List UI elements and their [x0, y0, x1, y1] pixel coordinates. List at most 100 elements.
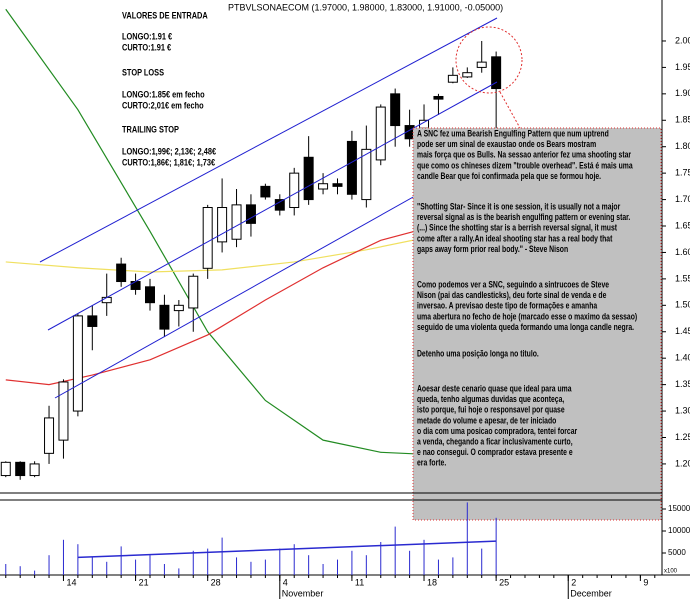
y-tick-label: 1.50: [675, 300, 690, 310]
volume-unit: x100: [664, 569, 678, 575]
candle-body: [318, 183, 329, 190]
comment-line: pode ser um sinal de exaustao onde os Be…: [417, 139, 596, 149]
x-tick-label: 18: [427, 577, 437, 587]
candle-body: [433, 95, 444, 100]
candle-body: [173, 304, 184, 312]
candle-body: [390, 93, 401, 127]
note-line: LONGO:1,99€; 2,13€; 2,48€: [122, 146, 216, 157]
y-tick-label: 1.75: [675, 168, 690, 178]
note-line: VALORES DE ENTRADA: [122, 10, 208, 21]
note-line: STOP LOSS: [122, 67, 164, 78]
comment-line: inversao. A previsao deste tipo de forma…: [417, 301, 598, 311]
comment-line: Nison (pai das candlesticks), deu forte …: [417, 290, 607, 300]
comment-line: A SNC fez uma Bearish Engulfing Pattern …: [417, 128, 609, 138]
comment-line: gaps away form prior real body." - Steve…: [417, 244, 568, 254]
y-tick-label: 1.90: [675, 88, 690, 98]
note-line: CURTO:2,01€ em fecho: [122, 100, 204, 111]
comment-text: A SNC fez uma Bearish Engulfing Pattern …: [417, 128, 637, 468]
connector: [499, 91, 521, 129]
comment-line: Aoesar deste cenario quase que ideal par…: [417, 383, 572, 393]
candle-body: [202, 207, 213, 269]
comment-line: metade do volume e apesar, de ter inicia…: [417, 415, 556, 425]
note-line: CURTO:1,86€; 1,81€; 1,73€: [122, 157, 215, 168]
moving-average: [5, 209, 497, 386]
comment-line: isto porque, fui hoje o responsavel por …: [417, 405, 565, 415]
candle-body: [231, 204, 242, 240]
candle-body: [447, 74, 458, 83]
comment-line: come after a rally.An ideal shooting sta…: [417, 233, 613, 243]
comment-line: uma abertura no fecho de hoje (marcado e…: [417, 311, 637, 321]
comment-line: "Shotting Star- Since it is one session,…: [417, 201, 621, 211]
candle-body: [332, 183, 343, 187]
x-tick-label: 2: [571, 577, 576, 587]
y-tick-label: 2.00: [675, 35, 690, 45]
x-tick-label: 11: [355, 577, 364, 587]
entry-notes: VALORES DE ENTRADA LONGO:1.91 €CURTO:1.91…: [122, 10, 216, 168]
candle-body: [130, 281, 141, 290]
x-tick-label: 4: [283, 577, 288, 587]
comment-line: que como os chineses dizem "trouble over…: [417, 160, 633, 170]
comment-line: queda, tenho algumas duvidas que aconteç…: [417, 394, 564, 404]
candle-body: [303, 156, 314, 201]
candle-body: [476, 61, 487, 68]
y-tick-label: 1.40: [675, 353, 690, 363]
candle-body: [217, 207, 228, 243]
comment-line: Como podemos ver a SNC, seguindo a sintr…: [417, 279, 609, 289]
y-tick-label: 1.80: [675, 141, 690, 151]
comment-line: a venda, chegando a ficar inclusivamente…: [417, 436, 573, 446]
y-tick-label: 5000: [668, 548, 686, 557]
y-tick-label: 1.85: [675, 115, 690, 125]
month-label: November: [282, 588, 324, 598]
x-tick-label: 9: [643, 577, 648, 587]
candle-body: [491, 56, 502, 90]
x-tick-label: 21: [139, 577, 149, 587]
candle-body: [188, 275, 199, 309]
comment-line: Detenho uma posição longa no titulo.: [417, 348, 539, 358]
month-label: December: [570, 588, 612, 598]
note-line: TRAILING STOP: [122, 124, 179, 135]
comment-line: reversal signal as is the bearish engulf…: [417, 212, 630, 222]
candle-body: [260, 185, 271, 198]
y-tick-label: 1.95: [675, 62, 690, 72]
x-tick-label: 28: [211, 577, 221, 587]
highlight-circle: [455, 26, 523, 94]
candle-body: [289, 172, 300, 209]
comment-line: seguido de uma violenta queda formando u…: [417, 322, 634, 332]
y-tick-label: 1.65: [675, 220, 690, 230]
y-tick-label: 1.60: [675, 247, 690, 257]
y-tick-label: 1.55: [675, 273, 690, 283]
chart-title: PTBVLSONAECOM (1.97000, 1.98000, 1.83000…: [228, 2, 503, 12]
candle-body: [361, 148, 372, 201]
candle-body: [274, 199, 285, 211]
y-tick-label: 1.25: [675, 432, 690, 442]
candle-body: [15, 461, 26, 477]
candle-body: [44, 417, 55, 454]
candle-body: [101, 296, 112, 304]
comment-line: era forte.: [417, 458, 446, 468]
candle-body: [29, 463, 40, 477]
y-tick-label: 1.20: [675, 458, 690, 468]
y-tick-label: 1.30: [675, 405, 690, 415]
candle-body: [346, 140, 357, 195]
candle-body: [375, 106, 386, 161]
comment-line: e nao consegui. O comprador estava prese…: [417, 447, 573, 457]
x-tick-label: 14: [66, 577, 76, 587]
comment-box: [412, 127, 662, 521]
y-tick-label: 10000: [668, 526, 690, 535]
comment-line: candle Bear que foi confirmada pela que …: [417, 171, 601, 181]
channel-middle: [47, 81, 498, 331]
note-line: LONGO:1.91 €: [122, 31, 172, 42]
y-tick-label: 15000: [668, 504, 690, 513]
candle-body: [87, 315, 98, 327]
candle-body: [0, 461, 11, 477]
candle-body: [462, 72, 473, 78]
x-tick-label: 25: [499, 577, 509, 587]
comment-line: mais força que os Bulls. Na sessao anter…: [417, 150, 632, 160]
comment-line: (...) Since the shotting star is a berri…: [417, 223, 617, 233]
comment-line: o dia com uma posicao compradora, tentei…: [417, 426, 578, 436]
price-panel: [0, 8, 502, 480]
candle-body: [159, 304, 170, 330]
candle-body: [245, 204, 256, 224]
candle-body: [72, 315, 83, 412]
